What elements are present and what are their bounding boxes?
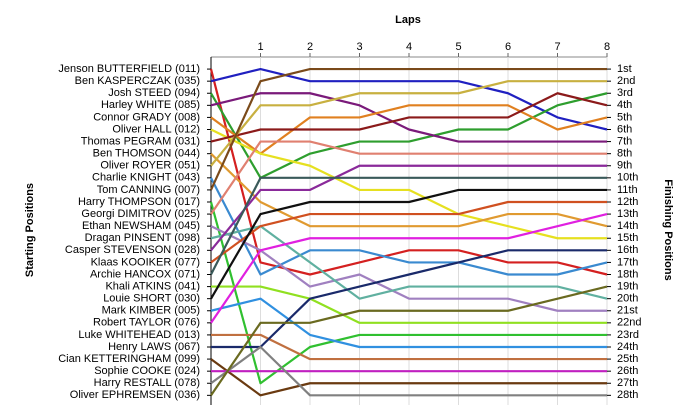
y-tick-label: Jenson BUTTERFIELD (011)	[58, 63, 200, 75]
y-tick-label: Connor GRADY (008)	[93, 111, 200, 123]
y2-tick-label: 2nd	[617, 75, 635, 87]
rider-line	[210, 67, 608, 131]
rider-line	[210, 92, 608, 143]
y-tick-label: Tom CANNING (007)	[97, 184, 200, 196]
y-tick-label: Charlie KNIGHT (043)	[92, 172, 200, 184]
y-tick-label: Archie HANCOX (071)	[90, 268, 200, 280]
rider-line	[210, 225, 608, 300]
y-tick-label: Luke WHITEHEAD (013)	[78, 329, 200, 341]
y-tick-label: Khali ATKINS (041)	[105, 280, 200, 292]
y2-tick-label: 26th	[617, 365, 638, 377]
x-tick-label: 6	[505, 41, 511, 53]
y2-tick-label: 20th	[617, 293, 638, 305]
y2-axis-title: Finishing Positions	[662, 179, 674, 280]
y-tick-label: Mark KIMBER (005)	[102, 305, 200, 317]
y2-tick-label: 23rd	[617, 329, 639, 341]
y2-tick-label: 16th	[617, 244, 638, 256]
y-tick-label: Oliver EPHREMSEN (036)	[70, 389, 200, 401]
y-tick-label: Casper STEVENSON (028)	[65, 244, 200, 256]
y-tick-label: Cian KETTERINGHAM (099)	[58, 353, 200, 365]
x-tick-label: 8	[604, 41, 610, 53]
y2-tick-label: 17th	[617, 256, 638, 268]
y2-tick-label: 6th	[617, 123, 632, 135]
y-tick-label: Josh STEED (094)	[108, 87, 200, 99]
y-tick-label: Ethan NEWSHAM (045)	[82, 220, 200, 232]
y-tick-label: Ben THOMSON (044)	[93, 148, 200, 160]
y-tick-label: Henry LAWS (067)	[108, 341, 200, 353]
rider-line	[209, 67, 607, 191]
x-tick-label: 3	[356, 41, 362, 53]
y2-tick-label: 19th	[617, 280, 638, 292]
rider-line	[210, 128, 607, 240]
rider-line	[210, 188, 607, 300]
rider-line	[210, 200, 607, 264]
rider-line	[210, 80, 607, 167]
rider-line	[210, 345, 607, 397]
y2-tick-label: 9th	[617, 160, 632, 172]
y2-tick-label: 12th	[617, 196, 638, 208]
y2-tick-label: 8th	[617, 148, 632, 160]
y2-tick-label: 25th	[617, 353, 638, 365]
y-tick-label: Oliver ROYER (051)	[100, 160, 200, 172]
rider-line	[210, 92, 607, 143]
y2-tick-label: 5th	[617, 111, 632, 123]
y-tick-label: Harry RESTALL (078)	[94, 377, 200, 389]
y-tick-label: Louie SHORT (030)	[103, 293, 200, 305]
rider-line	[210, 297, 607, 349]
y2-tick-label: 27th	[617, 377, 638, 389]
x-tick-label: 7	[554, 41, 560, 53]
y2-tick-label: 21st	[617, 305, 638, 317]
y2-tick-label: 3rd	[617, 87, 633, 99]
y2-tick-label: 15th	[617, 232, 638, 244]
rider-line	[210, 140, 607, 215]
rider-line	[210, 213, 608, 324]
y2-tick-label: 7th	[617, 135, 632, 147]
y-tick-label: Georgi DIMITROV (025)	[81, 208, 200, 220]
y-tick-label: Sophie COOKE (024)	[94, 365, 200, 377]
y2-tick-label: 24th	[617, 341, 638, 353]
x-tick-label: 2	[307, 41, 313, 53]
y2-tick-label: 28th	[617, 389, 638, 401]
x-tick-label: 1	[257, 41, 263, 53]
y2-tick-label: 14th	[617, 220, 638, 232]
y2-tick-label: 22nd	[617, 317, 641, 329]
y-tick-label: Robert TAYLOR (076)	[93, 317, 200, 329]
y-tick-label: Harley WHITE (085)	[101, 99, 200, 111]
rider-line	[210, 225, 607, 312]
y-tick-label: Oliver HALL (012)	[112, 123, 200, 135]
rider-line	[210, 358, 607, 397]
y-tick-label: Ben KASPERCZAK (035)	[75, 75, 200, 87]
y-axis-title: Starting Positions	[24, 183, 36, 277]
y2-tick-label: 1st	[617, 63, 632, 75]
y2-tick-label: 4th	[617, 99, 632, 111]
y-tick-label: Dragan PINSENT (098)	[85, 232, 200, 244]
rider-line	[211, 285, 607, 324]
rider-line	[211, 249, 607, 349]
y-tick-label: Harry THOMPSON (017)	[78, 196, 200, 208]
y2-tick-label: 13th	[617, 208, 638, 220]
y2-tick-label: 11th	[617, 184, 638, 196]
x-tick-label: 4	[406, 41, 412, 53]
y2-tick-label: 10th	[617, 172, 638, 184]
rider-line	[210, 164, 607, 252]
y-tick-label: Thomas PEGRAM (031)	[81, 135, 200, 147]
rider-line	[210, 177, 608, 276]
chart-title: Laps	[395, 14, 421, 26]
rider-line	[210, 285, 608, 396]
y-tick-label: Klaas KOOIKER (077)	[91, 256, 200, 268]
rider-line	[211, 333, 607, 361]
y2-tick-label: 18th	[617, 268, 638, 280]
x-tick-label: 5	[455, 41, 461, 53]
rider-line	[210, 92, 608, 179]
rider-line	[210, 176, 607, 276]
